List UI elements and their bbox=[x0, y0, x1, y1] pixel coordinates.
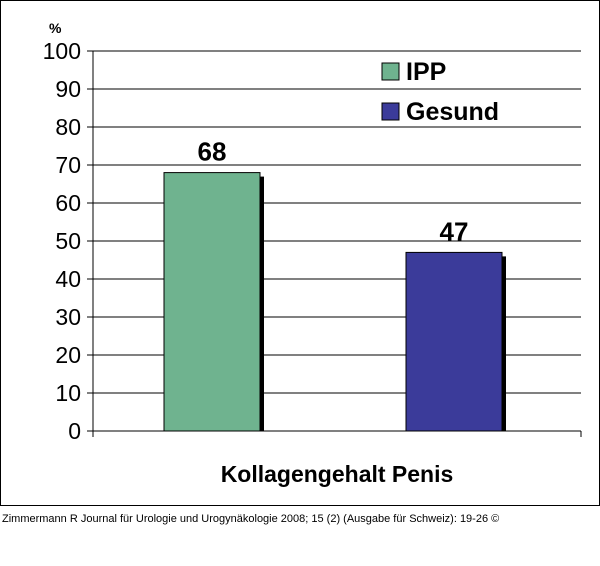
y-tick-label: 70 bbox=[55, 152, 81, 178]
source-caption: Zimmermann R Journal für Urologie und Ur… bbox=[2, 513, 500, 525]
data-label: 47 bbox=[440, 216, 469, 246]
legend-label: Gesund bbox=[406, 98, 499, 126]
y-tick-label: 100 bbox=[43, 38, 81, 64]
y-tick-label: 10 bbox=[55, 380, 81, 406]
y-tick-label: 90 bbox=[55, 76, 81, 102]
legend-label: IPP bbox=[406, 58, 446, 86]
y-tick-label: 0 bbox=[68, 418, 81, 444]
data-labels: 68 47 bbox=[198, 137, 469, 247]
legend: IPP Gesund bbox=[381, 58, 499, 126]
y-tick-label: 20 bbox=[55, 342, 81, 368]
gridlines bbox=[87, 50, 581, 432]
bar-ipp bbox=[163, 172, 261, 432]
legend-swatch bbox=[381, 102, 400, 121]
data-label: 68 bbox=[198, 137, 227, 167]
y-tick-labels: 0 10 20 30 40 50 60 70 80 90 100 bbox=[43, 38, 81, 444]
bars bbox=[163, 172, 506, 432]
x-axis-label: Kollagengehalt Penis bbox=[221, 461, 454, 487]
y-tick-label: 80 bbox=[55, 114, 81, 140]
y-tick-label: 60 bbox=[55, 190, 81, 216]
bar-gesund bbox=[405, 251, 503, 432]
y-tick-label: 50 bbox=[55, 228, 81, 254]
y-tick-label: 30 bbox=[55, 304, 81, 330]
y-tick-label: 40 bbox=[55, 266, 81, 292]
y-axis-label: % bbox=[49, 20, 62, 36]
legend-swatch bbox=[381, 62, 400, 81]
chart-frame: % 0 10 20 30 40 50 60 70 80 90 100 68 47 IPP Gesund … bbox=[0, 0, 600, 506]
